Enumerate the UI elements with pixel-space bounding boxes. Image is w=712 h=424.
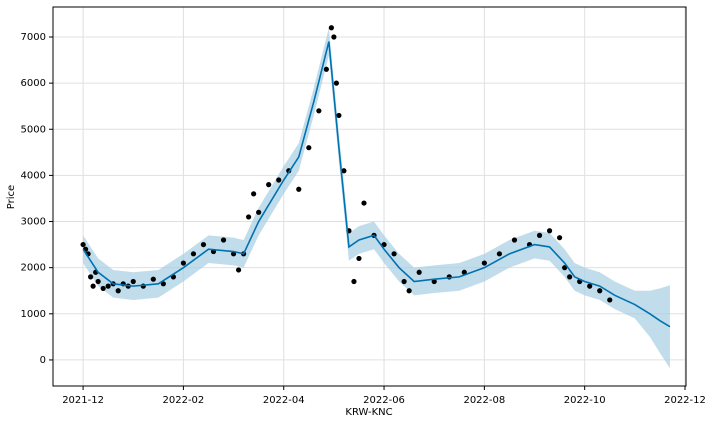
observed-point	[461, 269, 467, 275]
y-tick-label: 0	[40, 355, 46, 366]
x-tick-label: 2022-12	[664, 395, 706, 406]
observed-point	[331, 34, 337, 40]
observed-point	[150, 276, 156, 282]
y-tick-label: 1000	[21, 309, 46, 320]
observed-point	[351, 278, 357, 285]
observed-point	[511, 237, 518, 243]
x-tick-label: 2022-08	[463, 395, 505, 406]
observed-point	[246, 214, 252, 220]
observed-point	[80, 241, 86, 248]
observed-point	[496, 251, 503, 257]
observed-point	[90, 283, 96, 289]
observed-point	[100, 285, 106, 292]
observed-point	[130, 278, 136, 285]
observed-point	[431, 278, 437, 285]
observed-point	[95, 278, 101, 285]
observed-point	[105, 283, 111, 289]
x-axis-label: KRW-KNC	[345, 407, 392, 418]
observed-point	[328, 25, 334, 31]
observed-point	[401, 278, 407, 285]
observed-point	[416, 269, 422, 275]
observed-point	[381, 241, 387, 248]
x-tick-label: 2022-10	[564, 395, 606, 406]
y-tick-label: 4000	[21, 170, 46, 181]
observed-point	[341, 168, 347, 174]
observed-point	[266, 182, 272, 188]
y-tick-label: 3000	[21, 217, 46, 228]
y-axis-label: Price	[6, 185, 17, 209]
observed-point	[256, 209, 262, 215]
observed-point	[180, 260, 187, 266]
x-tick-label: 2021-12	[62, 395, 104, 406]
observed-point	[220, 237, 227, 243]
observed-point	[251, 191, 257, 197]
observed-point	[587, 283, 593, 289]
observed-point	[406, 288, 412, 294]
x-tick-label: 2022-02	[163, 395, 205, 406]
observed-point	[160, 281, 166, 287]
forecast-line	[82, 41, 671, 328]
x-tick-label: 2022-04	[263, 395, 305, 406]
observed-point	[115, 288, 121, 294]
observed-point	[567, 274, 573, 280]
observed-point	[536, 232, 543, 238]
x-tick-label: 2022-06	[363, 395, 405, 406]
observed-point	[276, 177, 282, 183]
observed-point	[557, 235, 563, 241]
observed-point	[190, 251, 197, 257]
observed-point	[323, 66, 329, 72]
observed-point	[200, 241, 207, 248]
observed-point	[562, 265, 568, 271]
y-tick-label: 2000	[21, 263, 46, 274]
observed-point	[391, 251, 397, 257]
observed-point	[88, 274, 94, 280]
observed-point	[607, 297, 613, 303]
y-tick-label: 7000	[21, 32, 46, 43]
observed-point	[361, 200, 367, 206]
observed-point	[235, 267, 242, 273]
observed-point	[546, 228, 553, 234]
y-tick-label: 6000	[21, 78, 46, 89]
observed-point	[296, 186, 302, 192]
y-tick-label: 5000	[21, 124, 46, 135]
observed-point	[336, 112, 342, 119]
plot-frame	[52, 6, 687, 387]
observed-point	[356, 255, 362, 262]
uncertainty-band	[83, 27, 670, 369]
observed-point	[481, 260, 487, 266]
observed-point	[333, 80, 339, 86]
observed-point	[316, 108, 322, 114]
observed-point	[306, 145, 312, 151]
observed-point	[597, 288, 603, 294]
